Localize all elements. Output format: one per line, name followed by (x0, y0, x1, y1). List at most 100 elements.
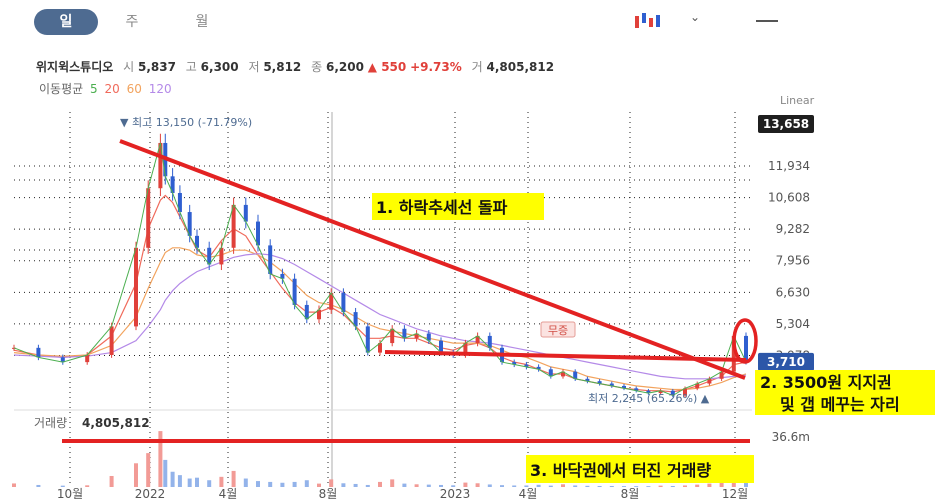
x-tick-label: 2023 (440, 487, 471, 501)
volume-bar (707, 483, 712, 487)
volume-bar (609, 485, 614, 487)
volume-bar (622, 486, 626, 487)
volume-bar (524, 485, 529, 487)
candle-body (670, 390, 675, 396)
ma-120: 120 (148, 82, 172, 96)
candle-body (439, 340, 443, 353)
candle-body (731, 335, 736, 372)
volume-bar (365, 484, 370, 487)
volume-header-value: 4,805,812 (82, 416, 150, 430)
volume-bar (231, 470, 236, 487)
volume-bar (353, 483, 358, 487)
volume-bar (487, 484, 492, 487)
candle-body (158, 142, 163, 189)
candle-body (390, 328, 395, 344)
high-value: 6,300 (200, 60, 239, 74)
support-line (384, 350, 747, 362)
volume-bar (548, 485, 553, 487)
breakout-circle (732, 318, 758, 364)
volume-bar (597, 485, 602, 487)
candle-body (463, 343, 468, 355)
x-tick-label: 4월 (519, 487, 538, 501)
ohlc-summary: 위지윅스튜디오 시 5,837 고 6,300 저 5,812 종 6,200 … (36, 60, 555, 74)
x-tick-label: 10월 (57, 487, 83, 501)
volume-bar (163, 459, 168, 487)
candle-body (85, 354, 90, 363)
tab-weekly[interactable]: 주 (125, 14, 139, 30)
candle-body (597, 381, 602, 384)
volume-bar (36, 484, 41, 487)
ma-5: 5 (90, 82, 98, 96)
volume-bar (500, 485, 504, 487)
note3-text: 3. 바닥권에서 터진 거래량 (530, 461, 711, 480)
x-tick-label: 8월 (621, 487, 640, 501)
ma-60: 60 (126, 82, 142, 96)
candle-body (634, 388, 639, 391)
moving-average-legend[interactable]: 이동평균 5 20 60 120 (36, 80, 172, 97)
ma-line-5 (13, 142, 747, 397)
candlestick-icon[interactable] (632, 10, 662, 32)
y-tick-label: 7,956 (776, 254, 810, 268)
volume-bar (329, 479, 334, 487)
note2-text-line1: 2. 3500원 지지권 (760, 373, 892, 392)
candle-body (622, 385, 626, 389)
volume-bar (158, 431, 163, 487)
candle-body (231, 204, 236, 248)
candle-body (658, 390, 663, 394)
ma-line-60 (13, 247, 747, 391)
close-value: 6,200 (326, 60, 364, 74)
candle-body (475, 335, 480, 344)
volume-bar (146, 453, 151, 487)
volume-value: 4,805,812 (486, 60, 555, 74)
volume-bar (683, 485, 687, 487)
candle-body (317, 309, 321, 320)
candle-body (256, 221, 260, 246)
volume-bar (177, 475, 182, 487)
candle-body (146, 188, 151, 248)
candle-body (609, 383, 614, 386)
chevron-down-icon[interactable]: ⌄ (690, 10, 701, 24)
volume-bar (585, 485, 590, 487)
volume-bar (292, 481, 297, 487)
ma-label: 이동평균 (39, 82, 84, 96)
candle-body (207, 247, 212, 265)
candle-body (585, 378, 590, 382)
volume-bar (280, 482, 285, 487)
tab-daily[interactable]: 일 (34, 9, 98, 35)
volume-header-label: 거래량 (34, 416, 67, 430)
note2-box (755, 370, 935, 415)
menu-icon[interactable] (756, 20, 778, 22)
candle-body (187, 212, 192, 236)
x-tick-label: 4월 (219, 487, 238, 501)
suspend-tag-box (540, 321, 576, 338)
volume-bar (60, 485, 65, 487)
tab-monthly[interactable]: 월 (195, 14, 209, 30)
volume-bar (463, 482, 468, 487)
volume-bar (658, 485, 663, 487)
candle-body (719, 371, 724, 379)
volume-bar (268, 481, 273, 487)
volume-bar (451, 485, 456, 487)
volume-bar (243, 478, 248, 487)
high-marker: ▼ 최고 13,150 (-71.79%) (120, 116, 252, 129)
ma-20: 20 (104, 82, 120, 96)
candle-body (243, 204, 248, 222)
candle-body (353, 312, 358, 327)
volume-bar (256, 481, 260, 487)
candle-body (134, 247, 138, 327)
scale-label[interactable]: Linear (780, 94, 815, 107)
volume-bar (219, 476, 224, 487)
volume-bar (317, 483, 321, 487)
stock-name: 위지윅스튜디오 (36, 60, 114, 74)
note3-box (526, 455, 754, 483)
price-badge-high-label: 13,658 (763, 117, 809, 131)
volume-bar (536, 484, 541, 487)
candle-body (548, 369, 553, 377)
candle-body (280, 273, 285, 279)
candle-body (512, 362, 517, 365)
volume-bar (475, 483, 480, 487)
x-tick-label: 8월 (319, 487, 338, 501)
note2-text-line2: 및 갭 메꾸는 자리 (780, 395, 900, 414)
candle-body (561, 371, 565, 377)
